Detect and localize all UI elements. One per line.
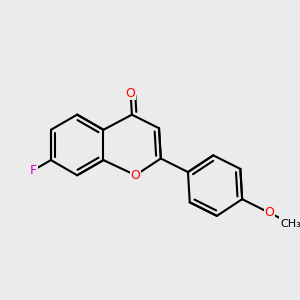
Text: O: O xyxy=(126,87,136,100)
Text: CH₃: CH₃ xyxy=(280,219,300,229)
Text: F: F xyxy=(30,164,37,177)
Text: O: O xyxy=(264,206,274,219)
Text: O: O xyxy=(130,169,140,182)
